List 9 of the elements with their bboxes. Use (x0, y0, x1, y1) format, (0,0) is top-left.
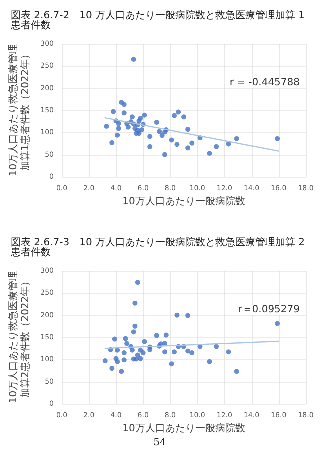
annotation: r＝0.095279 (238, 304, 300, 315)
chart-title: 図表 2.6.7-2 10 万人口あたり一般病院数と救急医療管理加算 1 患者件数 (10, 10, 308, 32)
text: 54 (154, 437, 166, 448)
y-axis-title: 10万人口あたり救急医療管理加算2患者件数（2022年） (8, 270, 32, 404)
x-axis-title: 10万人口あたり一般病院数 (122, 422, 246, 434)
annotation: r = -0.445788 (230, 78, 300, 88)
x-axis-title: 10万人口あたり一般病院数 (122, 195, 246, 208)
chart-title: 図表 2.6.7-3 10 万人口あたり一般病院数と救急医療管理加算 2 患者件数 (10, 236, 308, 258)
y-axis-title: 10万人口あたり救急医療管理加算1患者件数（2022年） (8, 44, 32, 177)
